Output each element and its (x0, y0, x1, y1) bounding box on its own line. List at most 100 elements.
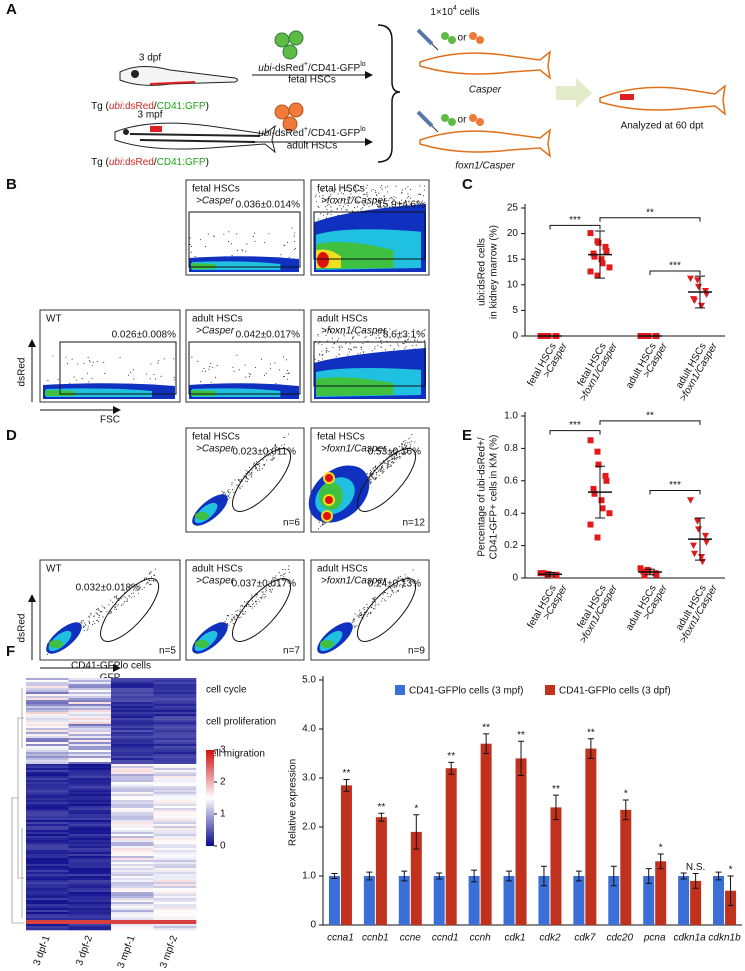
heatmap-cell (153, 826, 197, 829)
event (287, 433, 290, 435)
data-point (606, 510, 613, 517)
event (117, 603, 119, 605)
event (358, 614, 360, 616)
event (369, 478, 371, 480)
heatmap-cell (26, 862, 69, 865)
bar (328, 876, 340, 925)
event (190, 251, 192, 253)
event (351, 333, 353, 335)
event (239, 611, 241, 613)
heatmap-cell (111, 776, 154, 779)
bar (468, 876, 480, 925)
event (126, 600, 128, 602)
heatmap-cell (153, 790, 197, 793)
heatmap-cell (68, 830, 112, 833)
heatmap-cell (153, 850, 197, 853)
y-tick-label: 0.6 (504, 475, 518, 486)
event (381, 470, 383, 472)
event (342, 193, 345, 195)
significance-label: ** (377, 802, 385, 813)
event (127, 374, 130, 376)
heatmap-cell (111, 800, 154, 803)
heatmap-cell (68, 852, 112, 855)
event (242, 610, 244, 612)
event (358, 190, 360, 192)
event (71, 358, 73, 360)
event (376, 194, 378, 196)
x-tick-label: pcna (643, 933, 666, 944)
x-tick-label: cdkn1b (708, 933, 741, 944)
heatmap-cell (26, 802, 69, 805)
event (274, 584, 276, 587)
error-bar (622, 799, 629, 821)
event (366, 184, 368, 186)
event (285, 359, 287, 361)
error-bar (331, 873, 338, 879)
event (239, 481, 241, 483)
event (201, 370, 203, 372)
event (395, 457, 397, 459)
heatmap-cell (26, 742, 69, 745)
heatmap-cell (111, 848, 154, 851)
event (346, 187, 348, 189)
event (390, 451, 392, 453)
heatmap-cell (111, 902, 154, 905)
event (395, 591, 397, 593)
x-tick-label: ccne (400, 933, 422, 944)
event (221, 490, 223, 493)
error-bar (715, 871, 722, 881)
data-point (594, 448, 601, 455)
event (386, 334, 388, 336)
event (331, 210, 333, 212)
heatmap-cell (111, 794, 154, 797)
event (378, 192, 380, 194)
event (334, 197, 336, 200)
plot-title: >Casper (196, 326, 235, 337)
heatmap-cell (111, 750, 154, 753)
event (348, 351, 350, 353)
event (388, 199, 390, 201)
event (384, 599, 386, 601)
event (230, 618, 233, 620)
heatmap-cell (111, 756, 154, 759)
heatmap-cell (68, 724, 112, 727)
event (410, 203, 412, 205)
data-point (599, 505, 606, 512)
panel-label: F (6, 643, 15, 660)
event (242, 612, 244, 614)
event (153, 579, 155, 581)
event (400, 578, 402, 580)
plot-title: >foxn1/Casper (321, 576, 387, 587)
event (319, 521, 321, 523)
bar (398, 876, 410, 925)
event (264, 374, 266, 376)
event (331, 189, 333, 191)
heatmap-cell (68, 900, 112, 903)
data-point (590, 485, 597, 492)
density (325, 474, 333, 482)
event (270, 458, 272, 460)
event (200, 239, 202, 241)
error-bar (645, 868, 652, 884)
heatmap-cell (68, 868, 112, 871)
event (251, 604, 254, 606)
event (99, 610, 102, 612)
heatmap-cell (153, 786, 197, 789)
event (407, 442, 409, 444)
panel-label: B (6, 176, 17, 193)
event (265, 591, 267, 593)
heatmap-cell (111, 788, 154, 791)
event (275, 383, 277, 385)
gate (188, 211, 301, 268)
legend-swatch (395, 685, 405, 695)
heatmap-cell (68, 682, 112, 685)
event (352, 338, 354, 340)
heatmap-cell (68, 778, 112, 781)
genotype-part: / (154, 157, 157, 168)
heatmap-cell (111, 790, 154, 793)
heatmap-cell (153, 814, 197, 817)
heatmap-cell (111, 724, 154, 727)
event (393, 199, 395, 201)
heatmap-cell (111, 726, 154, 729)
event (104, 372, 106, 375)
